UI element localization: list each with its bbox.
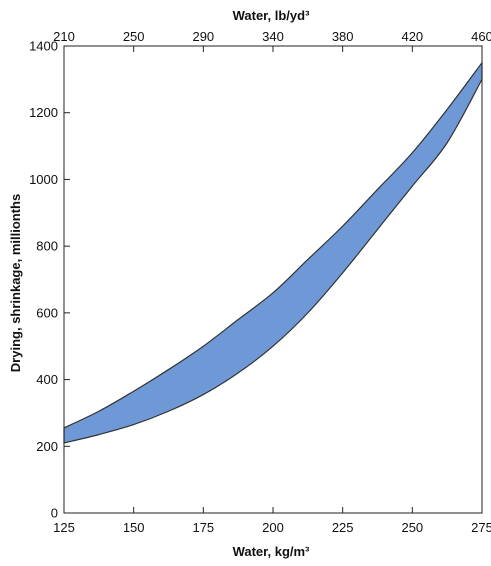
bottom-axis: 125 150 175 200 225 250 275 <box>53 507 491 535</box>
top-axis-title: Water, lb/yd³ <box>233 8 310 23</box>
x2-tick-label: 210 <box>53 29 75 44</box>
x2-tick-label: 380 <box>332 29 354 44</box>
x-tick-label: 200 <box>262 520 284 535</box>
x-tick-label: 150 <box>123 520 145 535</box>
x-tick-label: 225 <box>332 520 354 535</box>
y-tick-label: 800 <box>36 239 58 254</box>
x2-tick-label: 290 <box>192 29 214 44</box>
top-axis: 210 250 290 340 380 420 460 <box>53 29 491 52</box>
y-tick-label: 200 <box>36 439 58 454</box>
y-tick-label: 600 <box>36 305 58 320</box>
shrinkage-band <box>63 60 483 444</box>
x2-tick-label: 340 <box>262 29 284 44</box>
plot-frame <box>63 45 483 514</box>
x2-tick-label: 460 <box>471 29 491 44</box>
x2-tick-label: 420 <box>401 29 423 44</box>
x-tick-label: 125 <box>53 520 75 535</box>
x-tick-label: 275 <box>471 520 491 535</box>
y-tick-label: 400 <box>36 372 58 387</box>
y-tick-label: 0 <box>51 506 58 521</box>
y-tick-label: 1200 <box>29 105 58 120</box>
y-axis-title: Drying, shrinkage, millionths <box>8 194 23 372</box>
y-tick-label: 1000 <box>29 172 58 187</box>
x2-tick-label: 250 <box>123 29 145 44</box>
x-axis-title: Water, kg/m³ <box>233 544 310 559</box>
left-axis: 0 200 400 600 800 1000 1200 1400 <box>29 39 70 521</box>
x-tick-label: 250 <box>401 520 423 535</box>
x-tick-label: 175 <box>192 520 214 535</box>
y-tick-label: 1400 <box>29 39 58 54</box>
